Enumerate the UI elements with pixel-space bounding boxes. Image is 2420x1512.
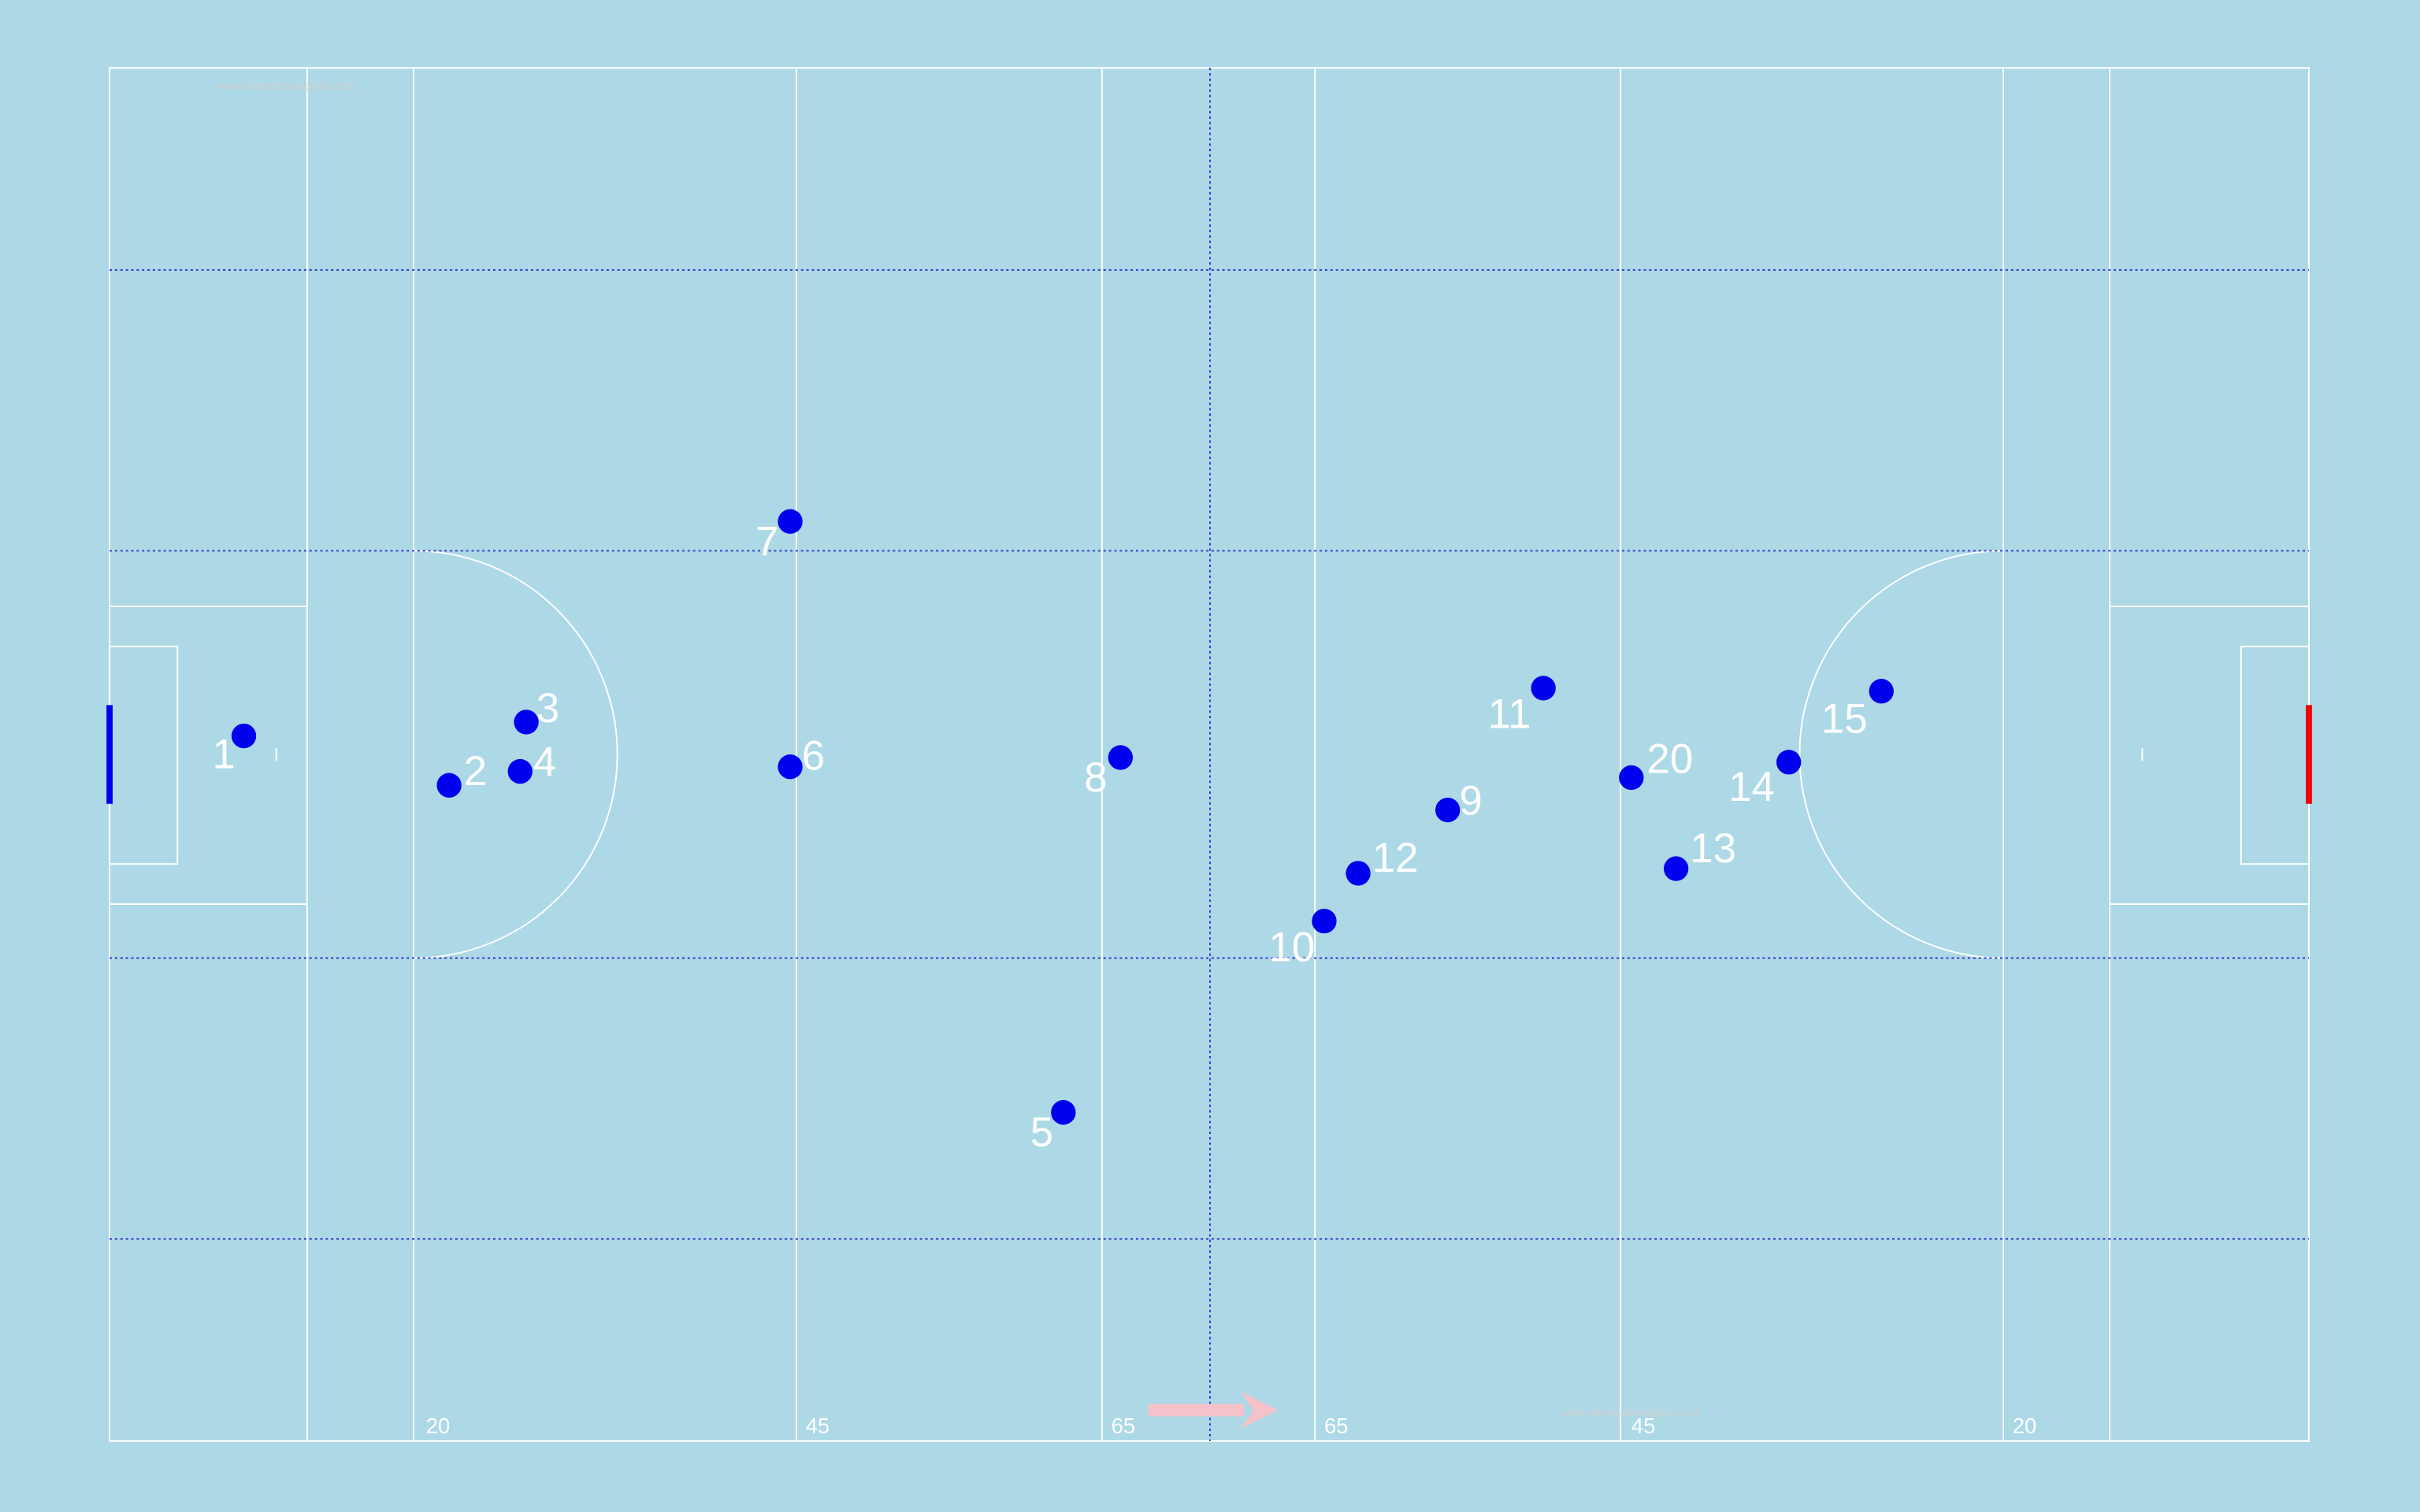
labels: 20 45 65 65 45 20www.witnesstheanalysis.comww… (212, 80, 2036, 1438)
player-marker (436, 773, 462, 798)
player-marker (1619, 765, 1644, 791)
player-marker (1531, 676, 1556, 701)
player-number: 7 (755, 518, 778, 565)
player-marker (514, 710, 539, 735)
line-label: 20 (426, 1414, 450, 1438)
player-marker (231, 723, 257, 749)
player-number: 10 (1268, 925, 1315, 971)
player-number: 12 (1372, 835, 1419, 881)
zone-lines (109, 68, 2309, 1441)
direction-arrow (1148, 1392, 1279, 1429)
player-marker (1664, 856, 1689, 881)
watermark: www.witnesstheanalysis.com (1561, 1407, 1702, 1419)
player-number: 20 (1646, 736, 1693, 783)
left-goal (106, 705, 113, 804)
player-marker (1345, 861, 1371, 886)
player-marker (778, 509, 803, 534)
player-number: 11 (1488, 691, 1531, 738)
line-label: 45 (1631, 1414, 1655, 1438)
player-number: 1 (212, 732, 235, 778)
player-number: 9 (1459, 777, 1482, 824)
player-marker (1051, 1099, 1076, 1125)
player-number: 2 (464, 748, 487, 795)
player-number: 5 (1030, 1110, 1053, 1156)
right-goal (2306, 705, 2312, 804)
player-number: 14 (1728, 764, 1775, 810)
player-number: 4 (533, 739, 556, 785)
line-label: 65 (1112, 1414, 1135, 1438)
line-label: 20 (2013, 1414, 2036, 1438)
player-number: 15 (1821, 696, 1868, 743)
player-marker (778, 754, 803, 780)
line-label: 45 (806, 1414, 830, 1438)
player-number: 3 (536, 685, 559, 732)
player-marker (1869, 679, 1894, 704)
player-number: 6 (802, 733, 825, 780)
player-number: 8 (1084, 754, 1107, 801)
player-number: 13 (1690, 825, 1736, 872)
player-marker (1108, 745, 1134, 770)
watermark: www.witnesstheanalysis.com (215, 80, 355, 92)
player-marker (1776, 750, 1802, 775)
player-marker (1435, 797, 1461, 823)
line-label: 65 (1324, 1414, 1348, 1438)
player-marker (507, 758, 533, 784)
player-marker (1312, 908, 1337, 934)
